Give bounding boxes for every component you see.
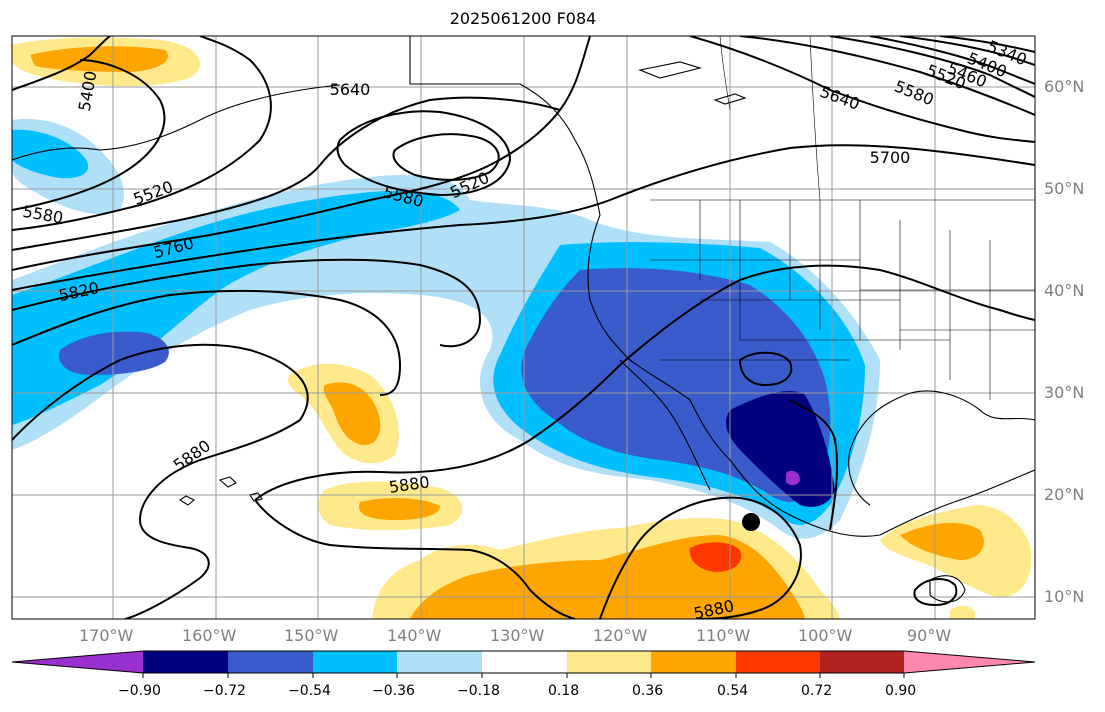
lat-label: 50°N xyxy=(1044,179,1085,198)
colorbar-segment xyxy=(143,651,228,673)
anomaly-region-navy-mexico xyxy=(725,390,835,507)
lat-label: 10°N xyxy=(1044,587,1085,606)
lon-label: 130°W xyxy=(490,626,545,645)
anomaly-patch-blue-ocean xyxy=(59,331,169,375)
map-frame xyxy=(11,35,1036,620)
colorbar-tick-label: 0.90 xyxy=(885,683,917,699)
colorbar-segment xyxy=(397,651,482,673)
contour-label: 5700 xyxy=(870,148,911,167)
colorbar-segment xyxy=(736,651,820,673)
anomaly-patch-orange-central-america xyxy=(900,522,984,560)
lon-label: 120°W xyxy=(593,626,648,645)
lon-label: 90°W xyxy=(907,626,952,645)
map-title: 2025061200 F084 xyxy=(449,9,597,28)
anomaly-patch-orange-north xyxy=(30,46,169,72)
colorbar-tick-label: 0.36 xyxy=(632,683,664,699)
colorbar-tick-label: 0.18 xyxy=(548,683,580,699)
colorbar-segment xyxy=(567,651,651,673)
colorbar-tick-label: 0.72 xyxy=(801,683,833,699)
colorbar-segment xyxy=(482,651,567,673)
lon-label: 150°W xyxy=(284,626,339,645)
colorbar-tick-label: −0.72 xyxy=(203,683,246,699)
anomaly-patch-yellow-small xyxy=(950,605,975,619)
colorbar-tick-label: −0.18 xyxy=(457,683,500,699)
colorbar-segment xyxy=(313,651,397,673)
contour-label: 5640 xyxy=(330,80,371,99)
colorbar-tick-label: −0.36 xyxy=(372,683,415,699)
colorbar-segment xyxy=(651,651,736,673)
storm-center-marker xyxy=(742,513,760,531)
coastlines xyxy=(12,36,1035,603)
anomaly-patch-purple xyxy=(786,470,800,486)
anomaly-patch-orange-south xyxy=(359,498,440,520)
lat-label: 20°N xyxy=(1044,485,1085,504)
lon-label: 100°W xyxy=(798,626,853,645)
lon-label: 170°W xyxy=(79,626,134,645)
state-borders xyxy=(650,36,1035,400)
colorbar-segment xyxy=(820,651,904,673)
colorbar-tick-label: 0.54 xyxy=(717,683,749,699)
anomaly-patch-cyan-north xyxy=(12,129,89,179)
map-area xyxy=(12,36,1035,619)
lon-label: 160°W xyxy=(182,626,237,645)
colorbar-tick-label: −0.90 xyxy=(118,683,161,699)
anomaly-patch-orange-central xyxy=(323,382,381,445)
lat-label: 30°N xyxy=(1044,383,1085,402)
colorbar-segment xyxy=(228,651,313,673)
colorbar-tick-label: −0.54 xyxy=(288,683,331,699)
colorbar xyxy=(11,650,1036,678)
lat-label: 60°N xyxy=(1044,77,1085,96)
colorbar-segment xyxy=(904,651,1035,673)
lon-label: 110°W xyxy=(696,626,751,645)
lat-label: 40°N xyxy=(1044,281,1085,300)
anomaly-patch-red-tropics xyxy=(689,542,742,572)
height-contours xyxy=(12,36,1035,619)
lon-label: 140°W xyxy=(387,626,442,645)
colorbar-segment xyxy=(12,651,143,673)
